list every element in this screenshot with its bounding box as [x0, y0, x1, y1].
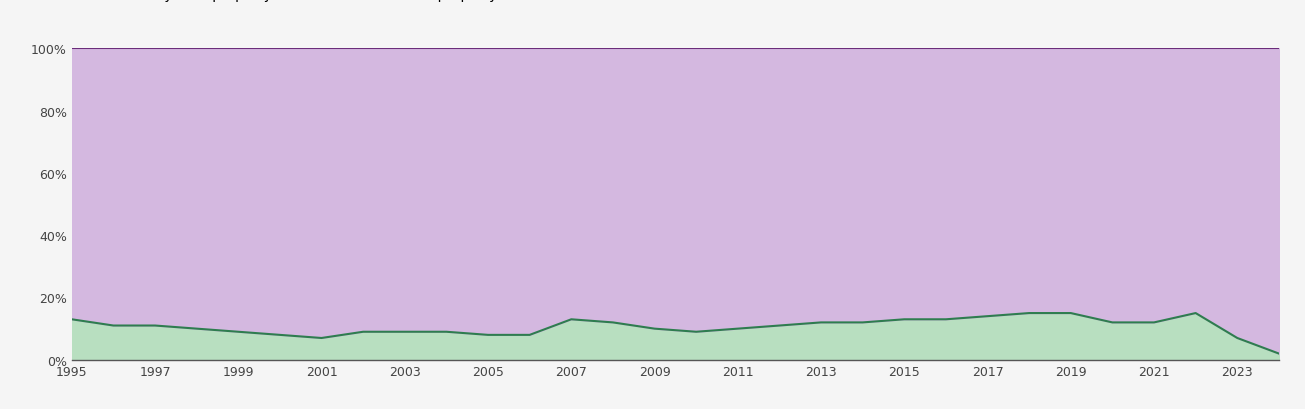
Legend: A newly built property, An established property: A newly built property, An established p…	[78, 0, 497, 2]
